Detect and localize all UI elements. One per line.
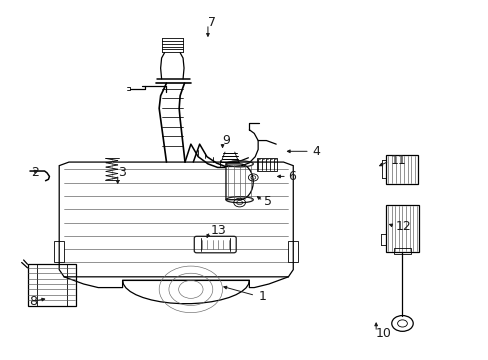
Text: 4: 4 [312,145,320,158]
Text: 5: 5 [264,195,271,208]
Text: 8: 8 [29,296,37,309]
Text: 9: 9 [222,134,230,147]
Text: 12: 12 [395,220,410,233]
Text: 1: 1 [259,290,266,303]
Text: 3: 3 [118,166,125,179]
Text: 13: 13 [210,224,225,237]
Text: 11: 11 [390,154,406,167]
Text: 6: 6 [288,170,296,183]
Text: 10: 10 [375,327,391,340]
Text: 2: 2 [31,166,39,179]
Text: 7: 7 [207,16,216,29]
